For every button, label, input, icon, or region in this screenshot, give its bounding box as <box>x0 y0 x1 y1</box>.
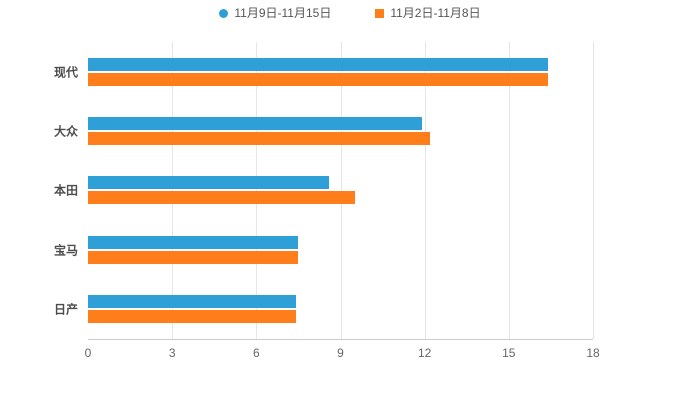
x-tick-label: 3 <box>168 346 176 360</box>
gridline <box>424 42 426 339</box>
chart-legend: 11月9日-11月15日 11月2日-11月8日 <box>0 7 700 19</box>
x-tick-label: 6 <box>252 346 260 360</box>
x-tick-label: 0 <box>84 346 92 360</box>
category-label: 日产 <box>53 302 78 317</box>
bar-series1[interactable] <box>88 295 296 309</box>
category-row: 日产 <box>54 280 593 339</box>
legend-label: 11月2日-11月8日 <box>390 6 481 20</box>
legend-circle-icon <box>219 8 229 18</box>
category-label: 现代 <box>53 65 78 80</box>
category-row: 本田 <box>54 161 593 220</box>
bar-series1[interactable] <box>88 57 549 71</box>
category-label: 大众 <box>53 124 78 139</box>
x-tick-label: 18 <box>586 346 600 360</box>
bar-series1[interactable] <box>88 117 422 131</box>
bar-series2[interactable] <box>88 72 549 86</box>
gridline <box>256 42 258 339</box>
gridline <box>593 42 594 339</box>
gridline <box>508 42 510 339</box>
gridline <box>340 42 342 339</box>
bar-series1[interactable] <box>88 176 330 190</box>
bar-series2[interactable] <box>88 191 355 205</box>
x-tick-label: 15 <box>502 346 516 360</box>
x-tick-label: 9 <box>337 346 344 360</box>
bar-series2[interactable] <box>88 132 431 146</box>
category-row: 宝马 <box>54 220 593 279</box>
legend-item-series2[interactable]: 11月2日-11月8日 <box>375 6 481 20</box>
bar-series1[interactable] <box>88 235 299 249</box>
bar-series2[interactable] <box>88 310 296 324</box>
bar-series2[interactable] <box>88 250 299 264</box>
category-row: 大众 <box>54 101 593 160</box>
category-label: 本田 <box>53 183 78 198</box>
x-tick-label: 12 <box>417 346 432 360</box>
gridline <box>172 42 174 339</box>
category-label: 宝马 <box>53 243 78 258</box>
legend-square-icon <box>375 8 385 18</box>
legend-label: 11月9日-11月15日 <box>234 6 332 20</box>
category-row: 现代 <box>54 42 593 101</box>
plot-area: 0 3 6 9 12 15 18 现代大众本田宝马日产 <box>54 42 600 360</box>
legend-item-series1[interactable]: 11月9日-11月15日 <box>219 7 331 19</box>
